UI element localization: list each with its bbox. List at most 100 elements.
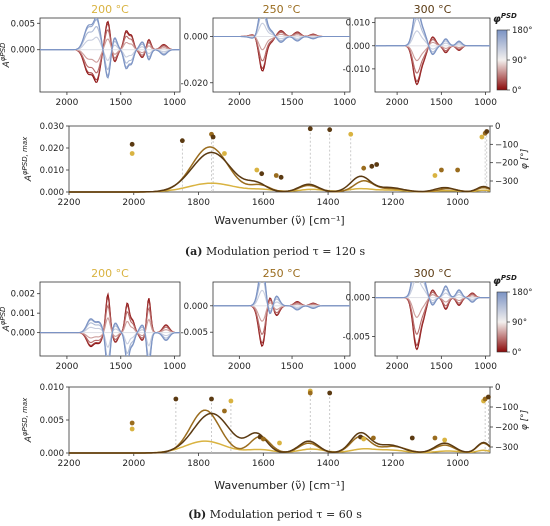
subplot-title: 300 °C: [414, 3, 452, 16]
phase-marker: [254, 167, 260, 173]
phase-marker: [484, 129, 490, 134]
y-tick-label: 0.000: [346, 42, 370, 52]
x-tick-label: 1500: [281, 362, 304, 372]
y-tick-label: 0.010: [40, 383, 64, 393]
y-tick-label: 0.000: [11, 46, 35, 56]
colorbar-tick-label: 90°: [512, 56, 527, 66]
phase-marker: [361, 436, 367, 442]
x-tick-label: 1000: [333, 98, 356, 108]
y-tick-label: 0.030: [40, 122, 64, 132]
x-tick-label: 1000: [446, 198, 469, 208]
y-tick-label: -0.010: [343, 65, 370, 75]
max-amplitude-plot-b: 2200 2000 1800 1600 1400 1200 1000 0.000 0.005 0.…: [21, 383, 530, 492]
phase-marker: [129, 426, 135, 432]
phase-marker: [479, 134, 485, 140]
phase-marker: [369, 163, 375, 169]
max-amplitude-curve-3: [69, 412, 491, 454]
colorbar-tick-label: 180°: [512, 288, 532, 298]
x-tick-label: 2000: [122, 198, 145, 208]
max-amplitude-plot-a: 2200 2000 1800 1600 1400 1200 1000 0.000 0.010 0.…: [21, 122, 530, 227]
x-tick-label: 1500: [430, 362, 453, 372]
y-tick-label: 0.002: [11, 290, 35, 300]
psd-curve-180: [213, 282, 350, 315]
phase-marker: [129, 420, 135, 426]
x-tick-label: 1000: [474, 98, 497, 108]
subplot-a-3: 300 °C 2000 1500 1000 -0.010 0.000 0.010: [343, 3, 498, 108]
phase-marker: [442, 437, 448, 443]
x-tick-label: 2000: [228, 98, 251, 108]
y-tick-label: 0.010: [40, 166, 64, 176]
y-tick-label: 0.010: [346, 19, 370, 29]
y2-tick-label: −300: [495, 177, 518, 187]
x-tick-label: 1000: [333, 362, 356, 372]
y-tick-label: -0.005: [343, 333, 370, 343]
phase-marker: [222, 151, 227, 156]
y2-tick-label: −300: [495, 443, 518, 453]
colorbar-label: φPSD: [493, 274, 517, 287]
phase-marker: [485, 394, 491, 400]
x-tick-label: 2000: [55, 362, 78, 372]
phase-marker: [307, 390, 313, 396]
colorbar-a: φPSD 0° 90° 180°: [493, 12, 532, 96]
subplot-title: 250 °C: [263, 3, 301, 16]
y-tick-label: 0.005: [40, 416, 64, 426]
caption-b: (b) Modulation period τ = 60 s: [0, 508, 550, 521]
x-tick-label: 2200: [58, 459, 81, 469]
x-tick-label: 1000: [446, 459, 469, 469]
psd-curve-0: [375, 36, 490, 86]
phase-marker: [327, 127, 333, 133]
subplot-title: 200 °C: [91, 3, 129, 16]
colorbar-tick-label: 180°: [512, 26, 532, 36]
x-tick-label: 2200: [58, 198, 81, 208]
subplot-title: 250 °C: [263, 267, 301, 280]
phase-marker: [210, 134, 216, 140]
x-axis-label: Wavenumber (ν̃) [cm⁻¹]: [214, 214, 344, 227]
phase-marker: [432, 173, 438, 178]
x-tick-label: 1600: [252, 459, 275, 469]
x-tick-label: 2000: [386, 98, 409, 108]
subplot-title: 200 °C: [91, 267, 129, 280]
y-tick-label: 0.000: [40, 188, 64, 198]
x-tick-label: 1400: [317, 198, 340, 208]
subplot-a-2: 250 °C 2000 1500 1000 -0.020 0.000: [181, 3, 357, 108]
x-tick-label: 1400: [317, 459, 340, 469]
psd-curve-180: [40, 18, 180, 79]
x-tick-label: 1500: [281, 98, 304, 108]
psd-curve-45: [375, 291, 490, 336]
psd-curve-135: [375, 18, 490, 53]
y2-axis-label: φ [°]: [520, 148, 530, 169]
phase-marker: [173, 396, 179, 402]
subplot-curves: [40, 292, 180, 356]
max-amplitude-curve-3: [69, 151, 491, 193]
y-tick-label: 0.000: [184, 33, 208, 43]
phase-marker: [439, 167, 444, 173]
phase-marker: [327, 390, 333, 396]
psd-curve-22.5: [375, 37, 490, 83]
x-tick-label: 2000: [228, 362, 251, 372]
colorbar-label: φPSD: [493, 12, 517, 25]
subplot-frame: [212, 17, 351, 93]
x-tick-label: 1200: [381, 198, 404, 208]
x-tick-label: 1600: [252, 198, 275, 208]
subplot-frame: [212, 281, 351, 357]
phase-marker: [361, 165, 367, 171]
phase-marker: [209, 396, 214, 402]
y2-axis-label: φ [°]: [520, 409, 530, 430]
caption-a-text: Modulation period τ = 120 s: [205, 245, 366, 258]
psd-curve-180: [375, 18, 490, 56]
x-tick-label: 1000: [163, 98, 186, 108]
phase-marker: [179, 138, 185, 144]
colorbar-tick-label: 0°: [512, 86, 522, 96]
psd-curve-180: [213, 18, 350, 43]
phase-marker: [348, 131, 354, 137]
phase-marker: [129, 141, 135, 147]
subplot-curves: [213, 18, 350, 72]
x-tick-label: 1500: [430, 98, 453, 108]
x-tick-label: 1000: [474, 362, 497, 372]
psd-curve-45: [375, 39, 490, 74]
psd-curve-180: [40, 318, 180, 356]
psd-curve-180: [375, 282, 490, 306]
caption-a-tag: (a): [184, 245, 203, 258]
